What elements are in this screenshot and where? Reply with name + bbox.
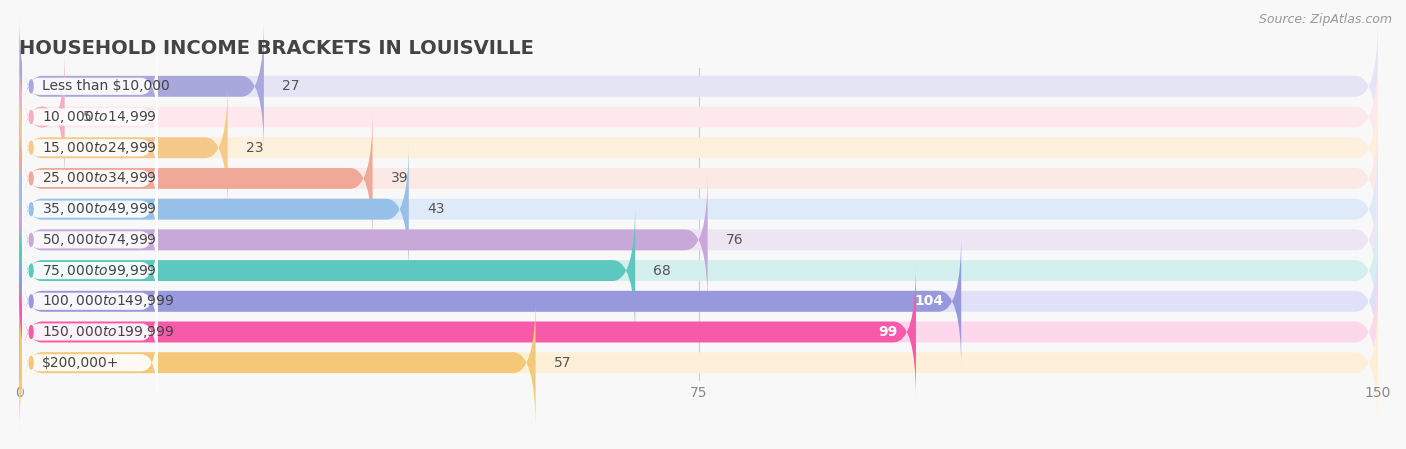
FancyBboxPatch shape <box>22 132 157 225</box>
FancyBboxPatch shape <box>22 70 157 164</box>
FancyBboxPatch shape <box>20 235 962 368</box>
Circle shape <box>30 110 34 123</box>
FancyBboxPatch shape <box>20 112 1378 245</box>
Text: $25,000 to $34,999: $25,000 to $34,999 <box>42 171 157 186</box>
Text: 23: 23 <box>246 141 263 155</box>
FancyBboxPatch shape <box>20 81 1378 214</box>
FancyBboxPatch shape <box>20 296 536 429</box>
Circle shape <box>30 233 34 247</box>
FancyBboxPatch shape <box>20 20 264 153</box>
Text: $75,000 to $99,999: $75,000 to $99,999 <box>42 263 157 278</box>
FancyBboxPatch shape <box>20 235 1378 368</box>
FancyBboxPatch shape <box>20 143 409 276</box>
FancyBboxPatch shape <box>20 20 1378 153</box>
Text: 5: 5 <box>83 110 91 124</box>
FancyBboxPatch shape <box>22 163 157 256</box>
Text: 104: 104 <box>914 294 943 308</box>
Text: Less than $10,000: Less than $10,000 <box>42 79 170 93</box>
Circle shape <box>30 141 34 154</box>
Circle shape <box>30 172 34 185</box>
Circle shape <box>30 326 34 339</box>
Text: 99: 99 <box>879 325 898 339</box>
Circle shape <box>30 80 34 93</box>
FancyBboxPatch shape <box>20 204 636 337</box>
Text: 39: 39 <box>391 172 408 185</box>
Text: $35,000 to $49,999: $35,000 to $49,999 <box>42 201 157 217</box>
Circle shape <box>30 264 34 277</box>
Text: $150,000 to $199,999: $150,000 to $199,999 <box>42 324 174 340</box>
Text: 76: 76 <box>725 233 744 247</box>
Circle shape <box>30 295 34 308</box>
FancyBboxPatch shape <box>20 266 1378 398</box>
FancyBboxPatch shape <box>22 101 157 194</box>
Text: HOUSEHOLD INCOME BRACKETS IN LOUISVILLE: HOUSEHOLD INCOME BRACKETS IN LOUISVILLE <box>20 39 534 58</box>
Text: $15,000 to $24,999: $15,000 to $24,999 <box>42 140 157 156</box>
FancyBboxPatch shape <box>20 173 707 306</box>
FancyBboxPatch shape <box>20 143 1378 276</box>
Text: $200,000+: $200,000+ <box>42 356 120 370</box>
FancyBboxPatch shape <box>20 173 1378 306</box>
Text: Source: ZipAtlas.com: Source: ZipAtlas.com <box>1258 13 1392 26</box>
Text: 27: 27 <box>283 79 299 93</box>
FancyBboxPatch shape <box>20 81 228 214</box>
Text: 43: 43 <box>427 202 444 216</box>
FancyBboxPatch shape <box>22 285 157 379</box>
Text: $10,000 to $14,999: $10,000 to $14,999 <box>42 109 157 125</box>
FancyBboxPatch shape <box>22 40 157 133</box>
Text: $100,000 to $149,999: $100,000 to $149,999 <box>42 293 174 309</box>
FancyBboxPatch shape <box>20 204 1378 337</box>
Text: 57: 57 <box>554 356 571 370</box>
FancyBboxPatch shape <box>22 316 157 409</box>
FancyBboxPatch shape <box>22 193 157 286</box>
FancyBboxPatch shape <box>22 224 157 317</box>
FancyBboxPatch shape <box>22 255 157 348</box>
Text: $50,000 to $74,999: $50,000 to $74,999 <box>42 232 157 248</box>
Circle shape <box>30 202 34 216</box>
FancyBboxPatch shape <box>20 51 1378 183</box>
FancyBboxPatch shape <box>20 296 1378 429</box>
FancyBboxPatch shape <box>20 51 65 183</box>
FancyBboxPatch shape <box>20 266 915 398</box>
Circle shape <box>30 356 34 369</box>
FancyBboxPatch shape <box>20 112 373 245</box>
Text: 68: 68 <box>654 264 671 277</box>
